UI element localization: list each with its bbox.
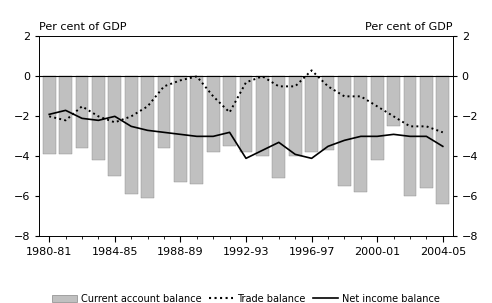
Bar bbox=[420, 76, 433, 188]
Bar bbox=[273, 76, 285, 178]
Bar bbox=[322, 76, 335, 150]
Bar bbox=[338, 76, 351, 186]
Bar bbox=[125, 76, 138, 194]
Bar bbox=[108, 76, 121, 176]
Bar bbox=[436, 76, 449, 204]
Bar bbox=[59, 76, 72, 154]
Bar bbox=[403, 76, 416, 196]
Bar bbox=[289, 76, 302, 156]
Bar bbox=[354, 76, 367, 192]
Bar bbox=[240, 76, 252, 152]
Text: Per cent of GDP: Per cent of GDP bbox=[39, 22, 127, 32]
Bar bbox=[190, 76, 203, 184]
Bar bbox=[157, 76, 170, 148]
Bar bbox=[174, 76, 187, 182]
Text: Per cent of GDP: Per cent of GDP bbox=[365, 22, 453, 32]
Bar bbox=[305, 76, 318, 152]
Bar bbox=[76, 76, 89, 148]
Bar bbox=[387, 76, 400, 126]
Bar bbox=[371, 76, 384, 160]
Bar bbox=[92, 76, 105, 160]
Legend: Current account balance, Trade balance, Net income balance: Current account balance, Trade balance, … bbox=[49, 290, 443, 303]
Bar bbox=[256, 76, 269, 156]
Bar bbox=[43, 76, 56, 154]
Bar bbox=[207, 76, 219, 152]
Bar bbox=[223, 76, 236, 146]
Bar bbox=[141, 76, 154, 198]
